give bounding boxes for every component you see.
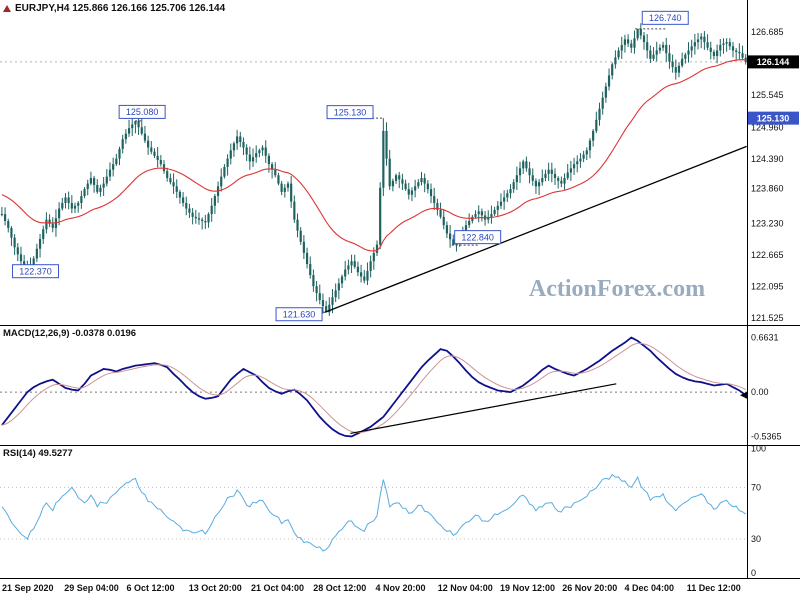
macd-current-marker [740,391,747,399]
svg-text:30: 30 [751,534,761,544]
svg-text:-0.5365: -0.5365 [751,431,782,441]
svg-text:0.6631: 0.6631 [751,332,779,342]
svg-text:13 Oct 20:00: 13 Oct 20:00 [189,583,242,593]
price-badge: 125.130 [748,111,799,125]
svg-text:124.390: 124.390 [751,154,784,164]
svg-text:12 Nov 04:00: 12 Nov 04:00 [438,583,493,593]
svg-text:125.545: 125.545 [751,90,784,100]
macd-line [1,336,747,438]
svg-text:28 Oct 12:00: 28 Oct 12:00 [313,583,366,593]
svg-text:11 Dec 12:00: 11 Dec 12:00 [687,583,741,593]
price-badge: 126.144 [748,55,799,69]
price-annotation: 122.840 [451,230,502,246]
svg-text:122.370: 122.370 [19,267,52,277]
svg-text:121.525: 121.525 [751,313,784,323]
svg-text:70: 70 [751,482,761,492]
macd-axis-ticks: 0.6631 0.00 -0.5365 [751,332,782,441]
price-annotation: 122.370 [12,264,60,279]
x-axis-labels: 21 Sep 2020 29 Sep 04:00 6 Oct 12:00 13 Oct… [2,583,741,593]
svg-text:0.00: 0.00 [751,387,769,397]
svg-text:122.665: 122.665 [751,250,784,260]
svg-text:26 Nov 20:00: 26 Nov 20:00 [562,583,617,593]
price-trendline [324,145,747,313]
ma-line [1,59,746,252]
svg-text:126.144: 126.144 [757,57,790,67]
price-annotation: 126.740 [635,10,689,30]
svg-text:125.130: 125.130 [334,107,367,117]
svg-text:121.630: 121.630 [283,310,316,320]
svg-text:4 Dec 04:00: 4 Dec 04:00 [625,583,675,593]
watermark: ActionForex.com [529,276,705,302]
price-annotation: 125.130 [326,105,383,120]
svg-text:122.095: 122.095 [751,281,784,291]
price-axis-ticks: 126.685 125.545 124.960 124.390 123.860 123.2… [751,27,784,323]
svg-text:123.860: 123.860 [751,184,784,194]
macd-trendline [350,383,617,435]
svg-text:21 Sep 2020: 21 Sep 2020 [2,583,54,593]
svg-text:0: 0 [751,568,756,578]
svg-text:125.130: 125.130 [757,113,790,123]
svg-text:122.840: 122.840 [461,232,494,242]
rsi-line [1,473,746,552]
svg-text:29 Sep 04:00: 29 Sep 04:00 [64,583,119,593]
svg-text:126.685: 126.685 [751,27,784,37]
price-annotation: 121.630 [275,307,326,322]
svg-text:19 Nov 12:00: 19 Nov 12:00 [500,583,555,593]
svg-text:124.960: 124.960 [751,123,784,133]
svg-text:6 Oct 12:00: 6 Oct 12:00 [127,583,175,593]
svg-text:123.230: 123.230 [751,219,784,229]
rsi-axis-ticks: 100 70 30 0 [751,444,766,578]
price-annotation: 125.080 [118,104,166,122]
svg-text:21 Oct 04:00: 21 Oct 04:00 [251,583,304,593]
svg-text:126.740: 126.740 [649,13,682,23]
svg-text:100: 100 [751,444,766,454]
svg-text:4 Nov 20:00: 4 Nov 20:00 [376,583,426,593]
svg-text:125.080: 125.080 [126,107,159,117]
